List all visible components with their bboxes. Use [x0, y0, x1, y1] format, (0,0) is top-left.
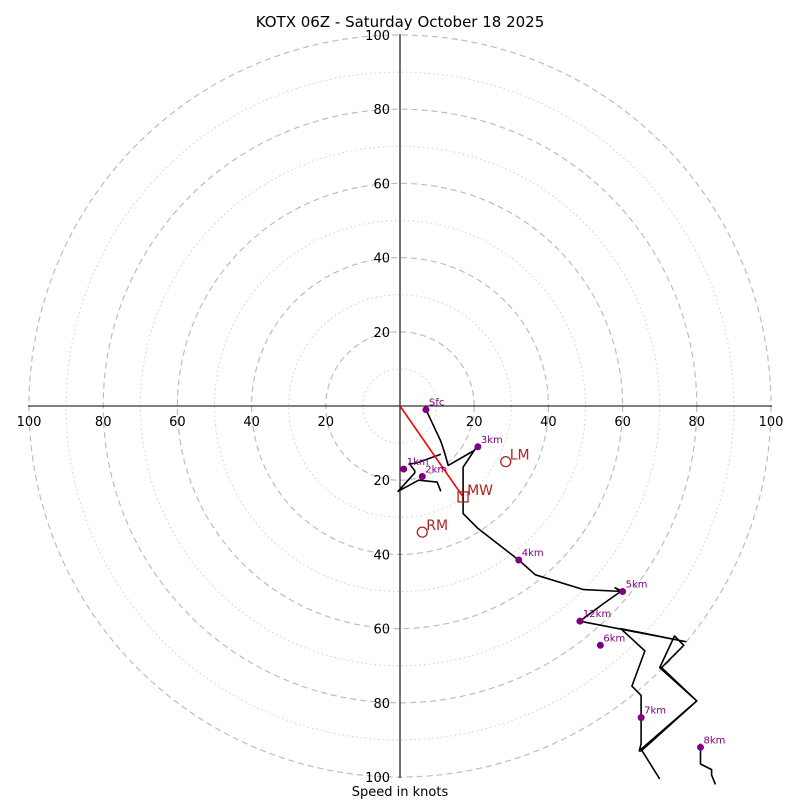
x-tick-label: 100: [17, 415, 42, 430]
y-tick-label: 20: [373, 326, 390, 341]
storm-motion-lm-marker: [500, 455, 512, 468]
height-label-4km: 4km: [522, 548, 544, 559]
tick-labels: 100 80 60 40 20 20 40 60 80 100 100 80 60 40 20 20 40 60 8…: [17, 29, 784, 786]
storm-motion-mw-marker: [457, 491, 469, 503]
y-tick-label: 60: [373, 177, 390, 192]
hodograph-trace-tail: [699, 743, 717, 785]
y-tick-label: 20: [373, 474, 390, 489]
height-marker-sfc: [422, 406, 430, 414]
height-marker-3km: [474, 443, 482, 451]
y-tick-label: 60: [373, 623, 390, 638]
height-marker-2km: [418, 472, 426, 480]
storm-motion-lm-label: LM: [510, 448, 530, 464]
x-tick-label: 40: [243, 415, 260, 430]
y-tick-label: 100: [365, 29, 390, 44]
height-marker-6km: [596, 641, 604, 649]
height-label-8km: 8km: [704, 735, 726, 746]
y-tick-label: 80: [373, 697, 390, 712]
x-tick-label: 40: [540, 415, 557, 430]
storm-motion-rm-label: RM: [426, 518, 448, 534]
storm-motion-rm-marker: [416, 526, 428, 538]
y-tick-label: 100: [365, 771, 390, 786]
x-tick-label: 100: [759, 415, 784, 430]
x-tick-label: 80: [95, 415, 112, 430]
storm-motions: LM MW RM: [416, 448, 530, 538]
y-tick-label: 80: [373, 103, 390, 118]
height-label-12km: 12km: [583, 609, 611, 620]
x-tick-label: 20: [318, 415, 335, 430]
height-label-6km: 6km: [603, 633, 625, 644]
hodograph-trace: [425, 409, 698, 780]
hodograph-trace-lower: [397, 453, 442, 493]
height-marker-12km: [576, 617, 584, 625]
x-axis-label: Speed in knots: [352, 785, 449, 800]
wind-trace: [397, 409, 717, 785]
height-label-3km: 3km: [481, 435, 503, 446]
height-marker-4km: [515, 556, 523, 564]
x-tick-label: 60: [614, 415, 631, 430]
y-tick-label: 40: [373, 252, 390, 267]
chart-title: KOTX 06Z - Saturday October 18 2025: [256, 13, 545, 31]
height-label-2km: 2km: [425, 464, 447, 475]
height-marker-8km: [697, 743, 705, 751]
x-tick-label: 60: [169, 415, 186, 430]
height-marker-1km: [400, 465, 408, 473]
y-tick-label: 40: [373, 548, 390, 563]
storm-motion-mw-label: MW: [467, 483, 493, 499]
height-label-5km: 5km: [626, 580, 648, 591]
x-tick-label: 80: [689, 415, 706, 430]
mean-wind-line: [399, 405, 464, 498]
x-tick-label: 20: [466, 415, 483, 430]
height-marker-5km: [619, 588, 627, 595]
height-marker-7km: [637, 714, 645, 722]
mean-wind-line-group: [399, 405, 464, 498]
height-label-sfc: Sfc: [429, 398, 444, 409]
height-label-7km: 7km: [644, 706, 666, 717]
height-label-1km: 1km: [407, 457, 429, 468]
